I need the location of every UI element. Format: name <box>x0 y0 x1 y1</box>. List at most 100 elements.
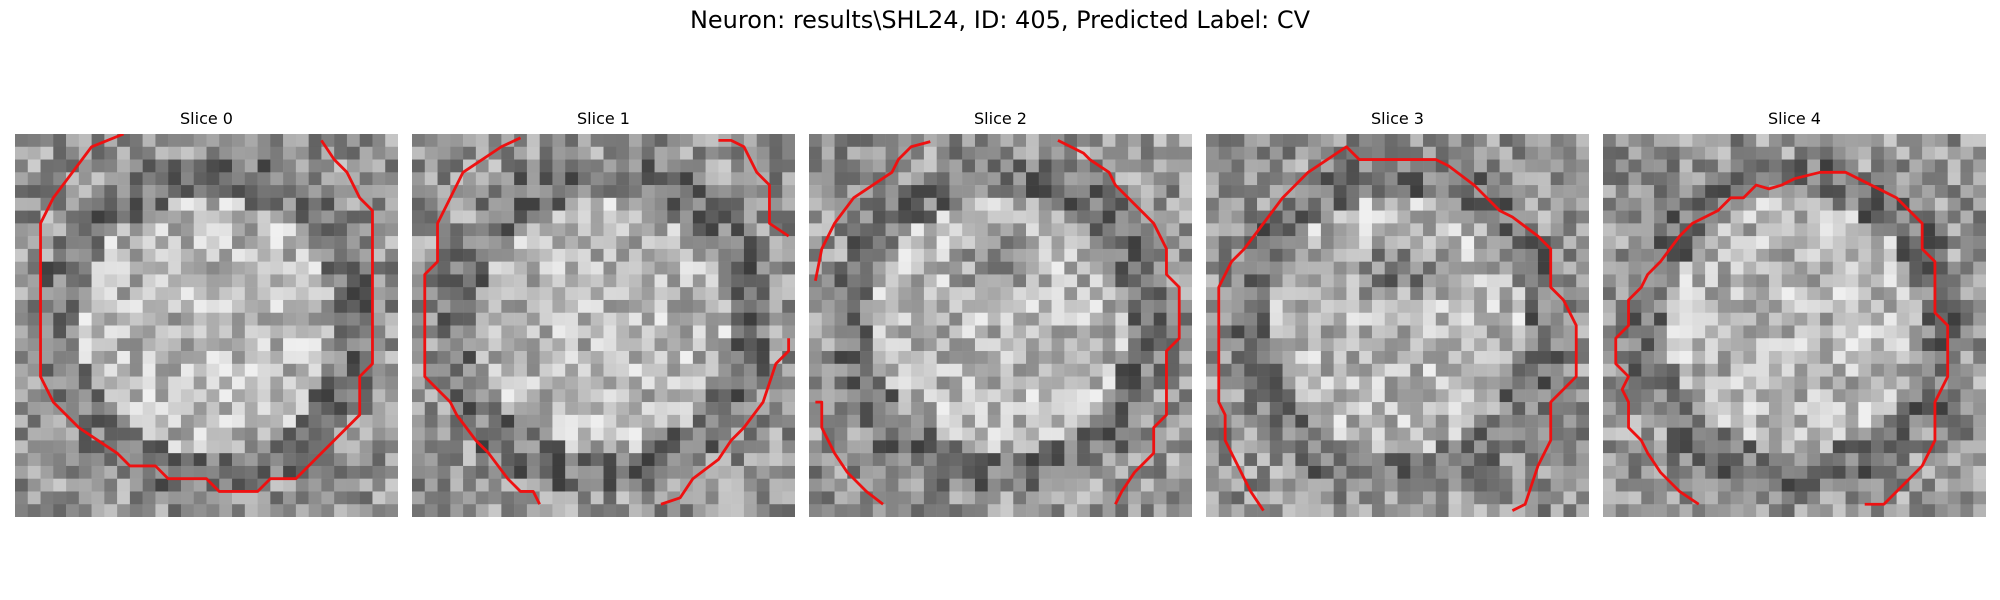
pixel-cell <box>372 210 386 224</box>
pixel-cell <box>1410 465 1424 479</box>
pixel-cell <box>949 504 963 517</box>
pixel-cell <box>1537 325 1551 339</box>
pixel-cell <box>1499 197 1513 211</box>
pixel-cell <box>1525 427 1539 441</box>
pixel-cell <box>923 248 937 262</box>
pixel-cell <box>206 223 220 237</box>
pixel-cell <box>616 261 630 275</box>
pixel-cell <box>295 338 309 352</box>
pixel-cell <box>1461 478 1475 492</box>
pixel-cell <box>488 440 502 454</box>
pixel-cell <box>1384 134 1398 148</box>
pixel-cell <box>590 185 604 199</box>
pixel-cell <box>1013 427 1027 441</box>
pixel-cell <box>1397 376 1411 390</box>
pixel-cell <box>104 223 118 237</box>
pixel-cell <box>654 491 668 505</box>
pixel-cell <box>1717 453 1731 467</box>
pixel-cell <box>53 325 67 339</box>
pixel-cell <box>270 287 284 301</box>
pixel-cell <box>1679 402 1693 416</box>
pixel-cell <box>565 299 579 313</box>
pixel-cell <box>743 351 757 365</box>
pixel-cell <box>1654 223 1668 237</box>
pixel-cell <box>1973 351 1986 365</box>
pixel-cell <box>1603 287 1617 301</box>
pixel-cell <box>1603 197 1617 211</box>
pixel-cell <box>1934 223 1948 237</box>
pixel-cell <box>1628 363 1642 377</box>
pixel-cell <box>743 248 757 262</box>
pixel-cell <box>142 236 156 250</box>
pixel-cell <box>974 287 988 301</box>
pixel-cell <box>1794 210 1808 224</box>
pixel-cell <box>680 453 694 467</box>
pixel-cell <box>1140 389 1154 403</box>
pixel-cell <box>1102 478 1116 492</box>
pixel-cell <box>117 274 131 288</box>
pixel-cell <box>15 389 29 403</box>
pixel-cell <box>206 312 220 326</box>
pixel-cell <box>1257 351 1271 365</box>
pixel-cell <box>962 197 976 211</box>
pixel-cell <box>1883 363 1897 377</box>
pixel-cell <box>769 197 783 211</box>
pixel-cell <box>1960 287 1974 301</box>
pixel-cell <box>412 248 426 262</box>
pixel-cell <box>756 376 770 390</box>
pixel-cell <box>1448 440 1462 454</box>
slice-title-1: Slice 1 <box>577 109 630 128</box>
pixel-cell <box>257 363 271 377</box>
pixel-cell <box>539 134 553 148</box>
pixel-cell <box>257 248 271 262</box>
pixel-cell <box>424 478 438 492</box>
pixel-cell <box>1896 134 1910 148</box>
pixel-cell <box>1512 146 1526 160</box>
pixel-cell <box>1807 453 1821 467</box>
pixel-cell <box>1820 478 1834 492</box>
pixel-cell <box>450 299 464 313</box>
pixel-cell <box>1000 287 1014 301</box>
pixel-cell <box>949 172 963 186</box>
pixel-cell <box>1705 146 1719 160</box>
pixel-cell <box>27 440 41 454</box>
pixel-cell <box>1423 236 1437 250</box>
pixel-cell <box>1474 236 1488 250</box>
pixel-cell <box>1692 325 1706 339</box>
pixel-cell <box>860 402 874 416</box>
pixel-cell <box>1858 210 1872 224</box>
pixel-cell <box>1499 274 1513 288</box>
pixel-cell <box>1461 274 1475 288</box>
pixel-cell <box>962 402 976 416</box>
pixel-cell <box>1410 351 1424 365</box>
pixel-cell <box>1269 351 1283 365</box>
pixel-cell <box>539 414 553 428</box>
pixel-cell <box>1807 363 1821 377</box>
pixel-cell <box>1947 338 1961 352</box>
pixel-cell <box>463 185 477 199</box>
pixel-cell <box>1858 504 1872 517</box>
pixel-cell <box>756 287 770 301</box>
pixel-cell <box>1832 146 1846 160</box>
pixel-cell <box>1603 389 1617 403</box>
pixel-cell <box>782 389 795 403</box>
pixel-cell <box>847 312 861 326</box>
pixel-cell <box>372 223 386 237</box>
pixel-cell <box>1000 210 1014 224</box>
pixel-cell <box>1295 453 1309 467</box>
pixel-cell <box>53 376 67 390</box>
pixel-cell <box>1832 351 1846 365</box>
pixel-cell <box>1051 376 1065 390</box>
pixel-cell <box>1257 134 1271 148</box>
pixel-cell <box>1934 172 1948 186</box>
pixel-cell <box>743 197 757 211</box>
pixel-cell <box>1206 414 1220 428</box>
pixel-cell <box>1474 491 1488 505</box>
pixel-cell <box>437 325 451 339</box>
pixel-cell <box>885 134 899 148</box>
pixel-cell <box>232 236 246 250</box>
pixel-cell <box>91 197 105 211</box>
pixel-cell <box>1423 210 1437 224</box>
pixel-cell <box>1346 197 1360 211</box>
pixel-cell <box>1705 185 1719 199</box>
